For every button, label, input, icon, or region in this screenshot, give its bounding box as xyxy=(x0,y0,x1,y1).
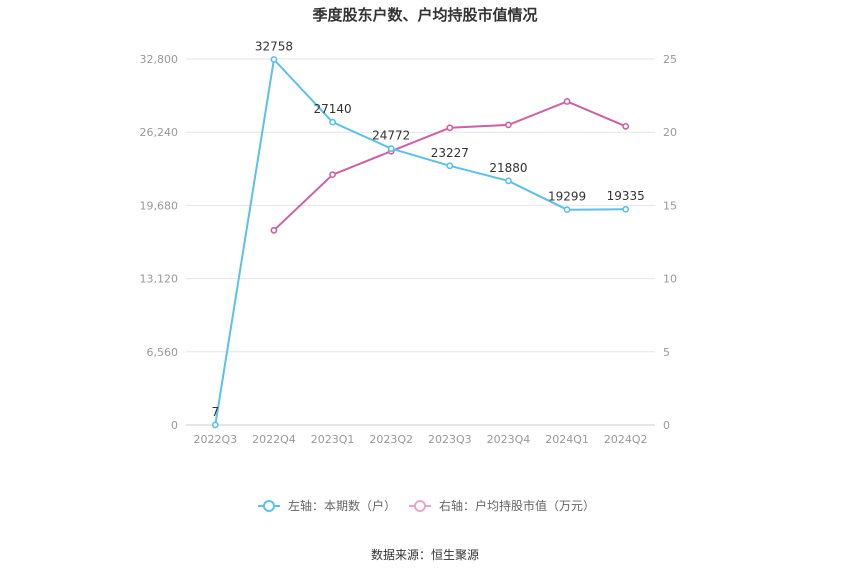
series-line xyxy=(214,57,626,426)
legend-item-1[interactable]: 左轴：本期数（户） xyxy=(258,498,396,513)
x-tick-label: 2022Q3 xyxy=(193,433,237,446)
data-point[interactable] xyxy=(446,124,454,132)
data-point[interactable] xyxy=(270,56,278,63)
x-tick-label: 2023Q4 xyxy=(487,433,531,446)
right-tick-label: 15 xyxy=(663,199,677,212)
data-label: 24772 xyxy=(372,129,410,143)
data-point[interactable] xyxy=(563,206,571,214)
x-tick-label: 2024Q1 xyxy=(545,433,589,446)
legend-label: 右轴：户均持股市值（万元） xyxy=(439,498,595,513)
data-point[interactable] xyxy=(505,177,512,185)
data-point[interactable] xyxy=(505,121,512,129)
x-tick-label: 2022Q4 xyxy=(252,433,296,446)
legend-swatch-marker xyxy=(263,500,275,512)
data-point[interactable] xyxy=(329,171,336,179)
data-point[interactable] xyxy=(270,226,278,234)
source-note: 数据来源：恒生聚源 xyxy=(371,547,479,562)
x-tick-label: 2023Q1 xyxy=(311,433,355,446)
series-1: 7 32758 27140 24772 23227 21880 19299 19335 xyxy=(211,39,645,429)
data-point[interactable] xyxy=(329,118,336,126)
right-axis: 0 5 10 15 20 25 xyxy=(663,53,677,432)
data-label: 21880 xyxy=(489,161,527,175)
legend-swatch-marker xyxy=(414,500,426,512)
x-tick-label: 2023Q2 xyxy=(369,433,413,446)
x-axis: 2022Q3 2022Q4 2023Q1 2023Q2 2023Q3 2023Q4 2024… xyxy=(193,433,647,446)
right-tick-label: 25 xyxy=(663,53,677,66)
data-label: 32758 xyxy=(255,39,293,53)
right-tick-label: 0 xyxy=(663,419,670,432)
data-point[interactable] xyxy=(446,162,454,170)
data-point[interactable] xyxy=(211,421,219,429)
right-tick-label: 5 xyxy=(663,346,670,359)
right-tick-label: 10 xyxy=(663,273,677,286)
data-label: 19335 xyxy=(607,189,645,203)
left-tick-label: 26,240 xyxy=(140,126,179,139)
legend[interactable]: 左轴：本期数（户） 右轴：户均持股市值（万元） xyxy=(258,498,595,513)
legend-label: 左轴：本期数（户） xyxy=(288,498,396,513)
legend-item-2[interactable]: 右轴：户均持股市值（万元） xyxy=(409,498,595,513)
x-tick-label: 2024Q2 xyxy=(604,433,648,446)
left-tick-label: 32,800 xyxy=(140,53,179,66)
data-label: 23227 xyxy=(431,146,469,160)
data-label: 27140 xyxy=(313,102,351,116)
left-tick-label: 0 xyxy=(171,419,178,432)
left-tick-label: 6,560 xyxy=(147,346,179,359)
left-tick-label: 19,680 xyxy=(140,199,179,212)
data-point[interactable] xyxy=(563,98,571,105)
data-point[interactable] xyxy=(622,205,630,213)
left-axis: 0 6,560 13,120 19,680 26,240 32,800 xyxy=(140,53,179,432)
left-tick-label: 13,120 xyxy=(140,273,179,286)
data-label: 19299 xyxy=(548,190,586,204)
right-tick-label: 20 xyxy=(663,126,677,139)
data-label: 7 xyxy=(211,405,219,419)
chart-title: 季度股东户数、户均持股市值情况 xyxy=(312,6,537,24)
x-tick-label: 2023Q3 xyxy=(428,433,472,446)
data-point[interactable] xyxy=(622,122,630,130)
series-layer: 7 32758 27140 24772 23227 21880 19299 19335 xyxy=(211,39,645,429)
grid xyxy=(186,58,655,426)
data-point[interactable] xyxy=(387,145,395,152)
